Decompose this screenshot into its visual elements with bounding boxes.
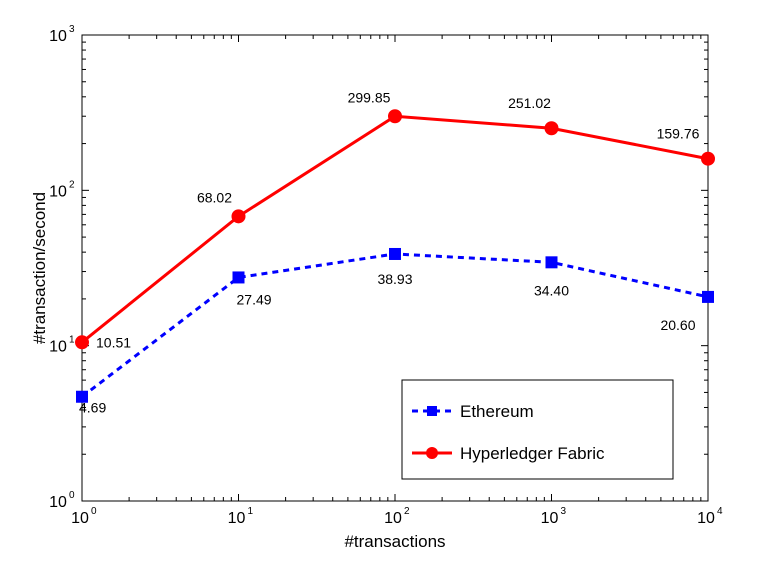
series-layer [75,109,715,403]
legend-box [401,379,674,480]
data-label: 27.49 [237,291,272,307]
legend-ethereum-label: Ethereum [460,402,534,421]
data-point [231,209,246,224]
y-tick-label: 10 [49,183,67,200]
data-label: 38.93 [377,271,412,287]
x-tick-label: 10 [541,510,559,527]
y-tick-exponent: 0 [69,490,75,501]
x-tick-label: 10 [697,510,715,527]
x-axis-label: #transactions [344,532,445,551]
data-point [232,271,245,284]
x-tick-exponent: 1 [248,506,254,517]
legend-fabric-marker [426,447,438,459]
x-tick-exponent: 3 [561,506,567,517]
data-label: 68.02 [197,189,232,205]
legend: Ethereum Hyperledger Fabric [401,379,674,480]
data-label: 299.85 [348,89,391,105]
series-line-1 [81,114,709,344]
data-point [544,121,559,136]
x-tick-label: 10 [228,510,246,527]
x-tick-label: 10 [384,510,402,527]
y-axis-label: #transaction/second [30,192,49,344]
y-tick-exponent: 3 [69,24,75,35]
legend-fabric-label: Hyperledger Fabric [460,444,605,463]
y-tick-label: 10 [49,339,67,356]
x-tick-label: 10 [71,510,89,527]
data-point [389,247,401,260]
data-point [701,151,715,166]
data-label: 10.51 [96,334,131,350]
data-labels: 4.69 27.49 38.93 34.40 20.60 10.51 68.02 299.85… [79,89,700,415]
y-tick-label: 10 [49,28,67,45]
ticks: 10 0 10 1 10 2 10 3 10 410 010 110 210 3 [49,24,723,527]
y-tick-exponent: 2 [69,179,75,190]
data-point [76,390,88,403]
data-label: 251.02 [508,95,551,111]
legend-ethereum-marker [427,406,437,416]
data-point [75,335,89,350]
data-label: 159.76 [657,126,700,142]
data-label: 4.69 [79,400,106,416]
data-point [545,256,558,269]
data-label: 20.60 [660,317,695,333]
data-label: 34.40 [534,282,569,298]
y-tick-label: 10 [49,494,67,511]
data-point [388,109,402,124]
x-tick-exponent: 0 [91,506,97,517]
y-tick-exponent: 1 [69,335,75,346]
data-point [702,290,714,303]
x-tick-exponent: 2 [404,506,410,517]
x-tick-exponent: 4 [717,506,723,517]
